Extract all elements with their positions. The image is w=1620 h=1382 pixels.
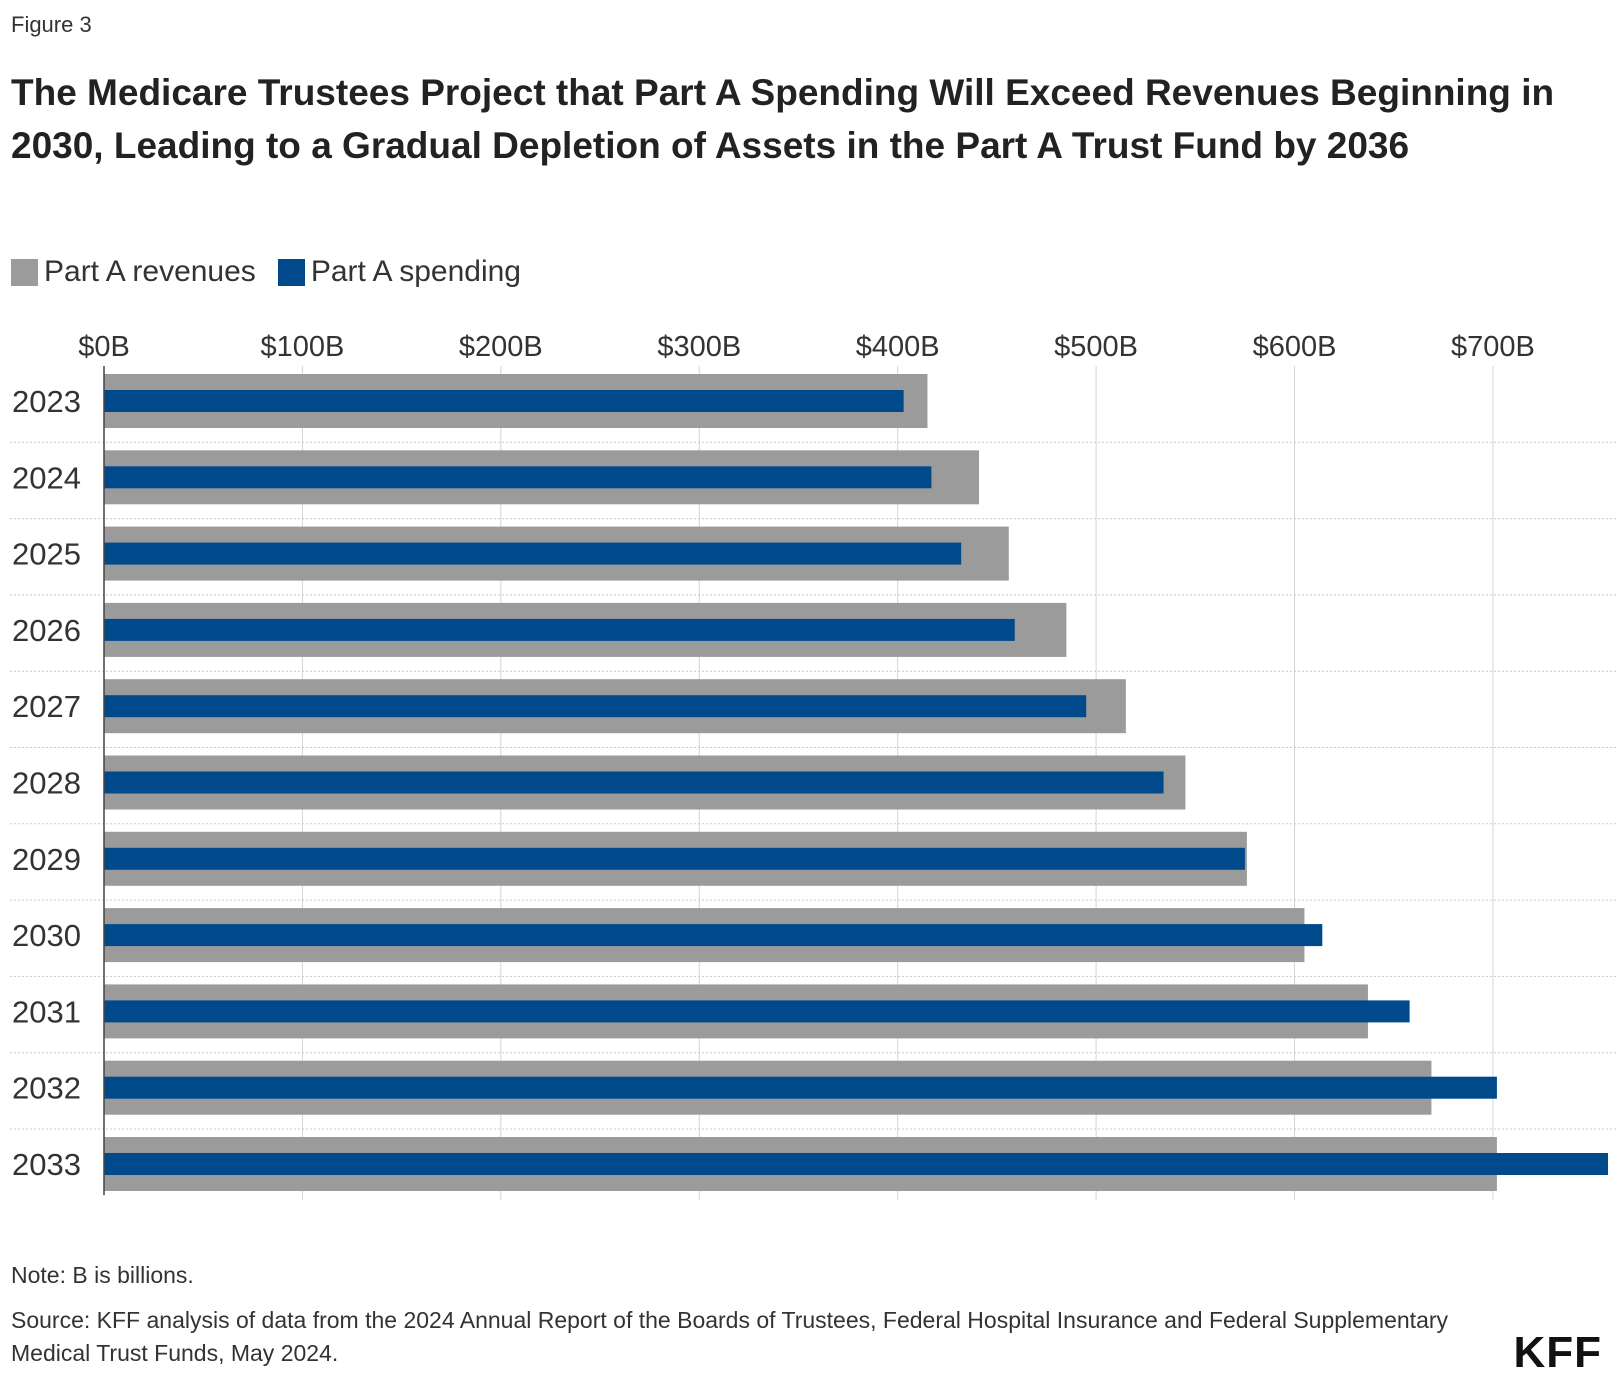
chart-title: The Medicare Trustees Project that Part … <box>11 72 1555 166</box>
y-tick-label: 2031 <box>12 994 81 1029</box>
y-tick-label: 2029 <box>12 842 81 877</box>
x-tick-label: $600B <box>1253 331 1337 363</box>
x-tick-label: $500B <box>1054 331 1138 363</box>
legend-swatch-spending <box>277 258 305 286</box>
x-tick-label: $400B <box>856 331 940 363</box>
bar-spending <box>104 1076 1497 1099</box>
legend-item-spending: Part A spending <box>277 255 521 289</box>
y-tick-label: 2026 <box>12 613 81 648</box>
legend-swatch-revenues <box>11 258 38 286</box>
x-tick-label: $300B <box>657 331 741 363</box>
x-tick-label: $200B <box>459 331 543 363</box>
bar-spending <box>104 390 904 412</box>
y-tick-label: 2032 <box>12 1071 81 1106</box>
bar-spending <box>104 542 962 565</box>
x-tick-label: $100B <box>260 331 344 363</box>
y-tick-label: 2033 <box>12 1147 81 1182</box>
chart-note: Note: B is billions. <box>11 1262 194 1288</box>
y-tick-label: 2023 <box>12 384 81 419</box>
bar-spending <box>104 1000 1410 1023</box>
legend-label-spending: Part A spending <box>310 255 521 288</box>
bar-spending <box>104 924 1323 947</box>
y-tick-label: 2027 <box>12 689 81 724</box>
x-tick-label: $0B <box>78 331 130 363</box>
legend: Part A revenues Part A spending <box>11 255 543 289</box>
y-tick-label: 2025 <box>12 537 81 572</box>
bar-spending <box>104 847 1245 870</box>
bar-spending <box>104 1153 1609 1175</box>
bar-spending <box>104 466 932 489</box>
legend-label-revenues: Part A revenues <box>44 255 256 288</box>
x-tick-label: $700B <box>1451 331 1535 363</box>
bar-spending <box>104 695 1087 718</box>
bar-spending <box>104 618 1015 641</box>
bar-spending <box>104 771 1164 794</box>
bar-chart: $0B $100B $200B $300B $400B $500B $600B $700B 20… <box>10 331 1616 1200</box>
figure-label: Figure 3 <box>11 12 92 37</box>
y-tick-label: 2028 <box>12 766 81 801</box>
y-tick-label: 2024 <box>12 460 81 495</box>
legend-item-revenues: Part A revenues <box>11 255 256 289</box>
y-tick-label: 2030 <box>12 918 81 953</box>
kff-logo: KFF <box>1513 1328 1602 1377</box>
chart-source: Source: KFF analysis of data from the 20… <box>11 1307 1449 1366</box>
